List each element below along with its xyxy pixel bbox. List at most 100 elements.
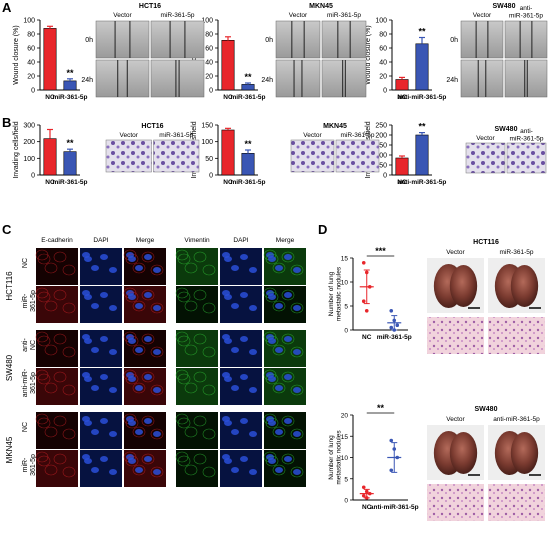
c-cell-outline-3-3-2 — [193, 371, 207, 383]
a-chart-2-sig-label: ** — [418, 27, 426, 37]
c-cell-outline-0-2-3 — [150, 264, 164, 276]
b-image-0-image-left-label: Vector — [120, 132, 139, 139]
c-cell-outline-4-3-2 — [193, 415, 207, 427]
c-nucleus-1-5-3 — [293, 305, 301, 311]
c-nucleus-4-2-4 — [128, 420, 136, 426]
c-cell-outline-2-5-1 — [272, 344, 286, 356]
a-image-0-wound-image-11 — [150, 59, 205, 98]
c-nucleus-1-1-4 — [84, 294, 92, 300]
b-chart-1-sig-label: ** — [244, 139, 252, 149]
c-nucleus-2-4-3 — [249, 349, 257, 355]
a-chart-1-bar-0 — [221, 39, 235, 91]
c-nucleus-3-1-2 — [100, 374, 108, 380]
b-chart-2-ytick-label-1: 50 — [379, 163, 387, 170]
c-col-label-4: DAPI — [233, 237, 248, 244]
d-chart-0-point-0-0 — [361, 261, 366, 265]
b-chart-0-ytick-label-1: 100 — [23, 156, 35, 163]
a-image-2-wound-image-01 — [504, 20, 548, 59]
c-cell-outline-1-5-1 — [272, 300, 286, 312]
c-cell-outline-4-3-3 — [202, 428, 216, 440]
d-chart-0-xtick-label-0: NC — [362, 334, 372, 341]
a-chart-0-ylabel: Wound closure (%) — [13, 25, 20, 84]
c-nucleus-0-5-1 — [275, 265, 283, 271]
c-row-label-4: NC — [22, 422, 29, 432]
c-nucleus-2-5-1 — [275, 347, 283, 353]
c-cell-outline-4-2-1 — [132, 426, 146, 438]
panel-label-b: B — [2, 115, 12, 130]
d-chart-1-ytick-label-1: 5 — [344, 476, 348, 483]
a-image-0-time-0h: 0h — [85, 37, 93, 44]
c-cell-outline-5-5-4 — [265, 455, 279, 467]
c-cell-outline-1-2-2 — [141, 289, 155, 301]
d-chart-1-ylabel: Number of lungmetastatic nodules — [328, 430, 343, 485]
c-cell-outline-5-5-2 — [281, 453, 295, 465]
b-chart-1-xtick-label-1: miR-361-5p — [230, 179, 265, 186]
c-cell-outline-3-5-1 — [272, 382, 286, 394]
a-image-1-wound-image-00 — [275, 20, 321, 59]
b-chart-0-bar-0 — [43, 138, 57, 176]
d-lung-0-histology-image-1 — [488, 317, 545, 354]
c-nucleus-4-4-1 — [231, 429, 239, 435]
c-nucleus-1-5-4 — [268, 294, 276, 300]
c-nucleus-2-2-2 — [144, 336, 152, 342]
d-chart-1-ytick-label-0: 0 — [344, 498, 348, 505]
a-image-0-time-24h: 24h — [81, 77, 93, 84]
b-image-0-invasion-image-0 — [105, 139, 152, 173]
c-nucleus-1-2-4 — [128, 294, 136, 300]
c-nucleus-0-4-3 — [249, 267, 257, 273]
b-chart-0-xtick-label-0: NC — [45, 179, 55, 186]
a-image-2-wound-image-10 — [460, 59, 504, 98]
c-cell-outline-3-2-4 — [125, 373, 139, 385]
a-image-1-time-0h: 0h — [265, 37, 273, 44]
a-chart-0-ytick-label-1: 20 — [27, 74, 35, 81]
c-nucleus-4-5-3 — [293, 431, 301, 437]
a-image-0-image-title: HCT16 — [139, 3, 161, 10]
a-chart-2-ytick-label-0: 0 — [383, 88, 387, 95]
c-nucleus-3-2-1 — [135, 385, 143, 391]
c-cell-outline-1-5-4 — [265, 291, 279, 303]
c-cell-outline-2-2-3 — [150, 346, 164, 358]
c-nucleus-4-1-1 — [91, 429, 99, 435]
b-chart-0-sig-label: ** — [66, 138, 74, 148]
a-chart-2-ytick-label-4: 80 — [379, 32, 387, 39]
c-cell-outline-2-0-4 — [37, 335, 51, 347]
c-cell-outline-0-2-2 — [141, 251, 155, 263]
b-chart-2-bar-0 — [395, 157, 409, 176]
c-col-label-3: Vimentin — [184, 237, 210, 244]
c-nucleus-3-5-1 — [275, 385, 283, 391]
b-image-0-image-title: HCT16 — [141, 123, 163, 130]
c-nucleus-4-4-4 — [224, 420, 232, 426]
d-lung-1-image-title: SW480 — [475, 406, 498, 413]
c-cell-outline-5-2-2 — [141, 453, 155, 465]
b-image-1-image-title: MKN45 — [323, 123, 347, 130]
c-nucleus-5-2-2 — [144, 456, 152, 462]
c-nucleus-4-2-1 — [135, 429, 143, 435]
c-cell-outline-4-5-1 — [272, 426, 286, 438]
a-chart-0-ytick-label-2: 40 — [27, 60, 35, 67]
c-nucleus-3-4-3 — [249, 387, 257, 393]
c-cell-outline-4-3-1 — [184, 426, 198, 438]
b-chart-1-ytick-label-2: 100 — [201, 139, 213, 146]
d-chart-0-ytick-label-3: 15 — [341, 256, 349, 263]
c-col-label-5: Merge — [276, 237, 295, 244]
c-cell-outline-1-2-3 — [150, 302, 164, 314]
c-nucleus-1-2-3 — [153, 305, 161, 311]
c-nucleus-1-1-3 — [109, 305, 117, 311]
d-chart-0-ytick-label-2: 10 — [341, 280, 349, 287]
a-image-0-wound-image-00 — [95, 20, 150, 59]
c-cell-outline-3-0-3 — [62, 384, 76, 396]
c-nucleus-0-1-3 — [109, 267, 117, 273]
c-cell-outline-2-0-3 — [62, 346, 76, 358]
a-chart-0-xtick-label-0: NC — [45, 94, 55, 101]
c-row-label-2: anti-NC — [22, 338, 37, 352]
c-nucleus-3-1-1 — [91, 385, 99, 391]
c-cell-outline-5-2-1 — [132, 464, 146, 476]
c-nucleus-1-4-2 — [240, 292, 248, 298]
c-nucleus-5-4-1 — [231, 467, 239, 473]
c-nucleus-0-5-4 — [268, 256, 276, 262]
c-nucleus-0-4-4 — [224, 256, 232, 262]
a-image-1-image-title: MKN45 — [309, 3, 333, 10]
c-cell-outline-3-3-1 — [184, 382, 198, 394]
c-cell-outline-1-0-1 — [44, 300, 58, 312]
c-cell-outline-1-3-1 — [184, 300, 198, 312]
